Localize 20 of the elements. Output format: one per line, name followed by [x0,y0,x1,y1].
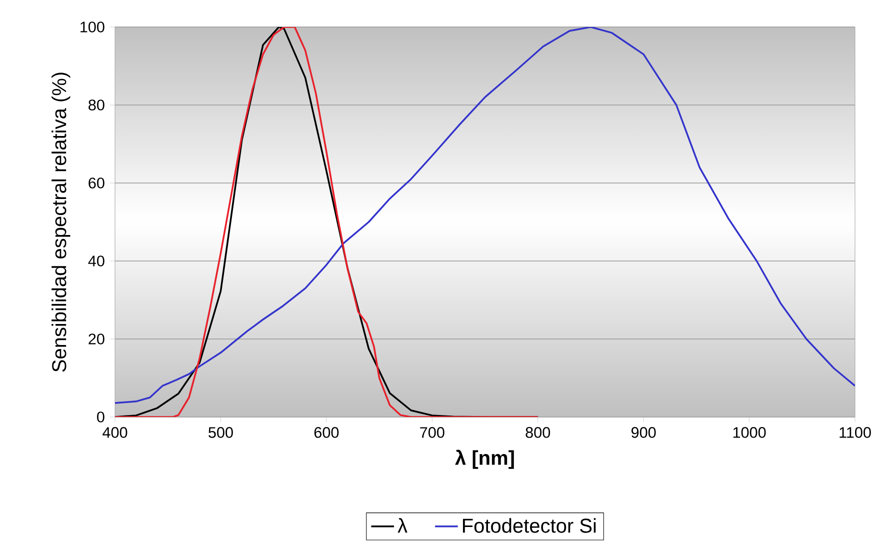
y-tick-label: 0 [97,412,104,422]
x-tick-label: 600 [314,427,339,438]
line-series [115,26,855,404]
x-tick-label: 1000 [733,427,766,438]
y-tick-label: 80 [88,100,104,110]
y-tick-label: 60 [88,178,104,188]
legend-label: λ [398,518,408,533]
x-tick-label: 700 [420,427,444,438]
line-series [115,26,539,417]
x-tick-label: 400 [102,427,128,438]
y-tick-label: 100 [80,22,104,32]
y-axis-title: Sensibilidad espectral relativa (%) [52,72,70,372]
y-tick-label: 20 [88,334,104,344]
legend-label: Fotodetector Si [462,518,596,533]
x-tick-label: 1100 [840,427,871,438]
x-axis-title: λ [nm] [455,450,514,469]
x-tick-label: 800 [526,427,550,438]
y-tick-label: 40 [88,256,104,266]
x-tick-label: 900 [631,427,656,438]
x-tick-label: 500 [208,427,233,438]
